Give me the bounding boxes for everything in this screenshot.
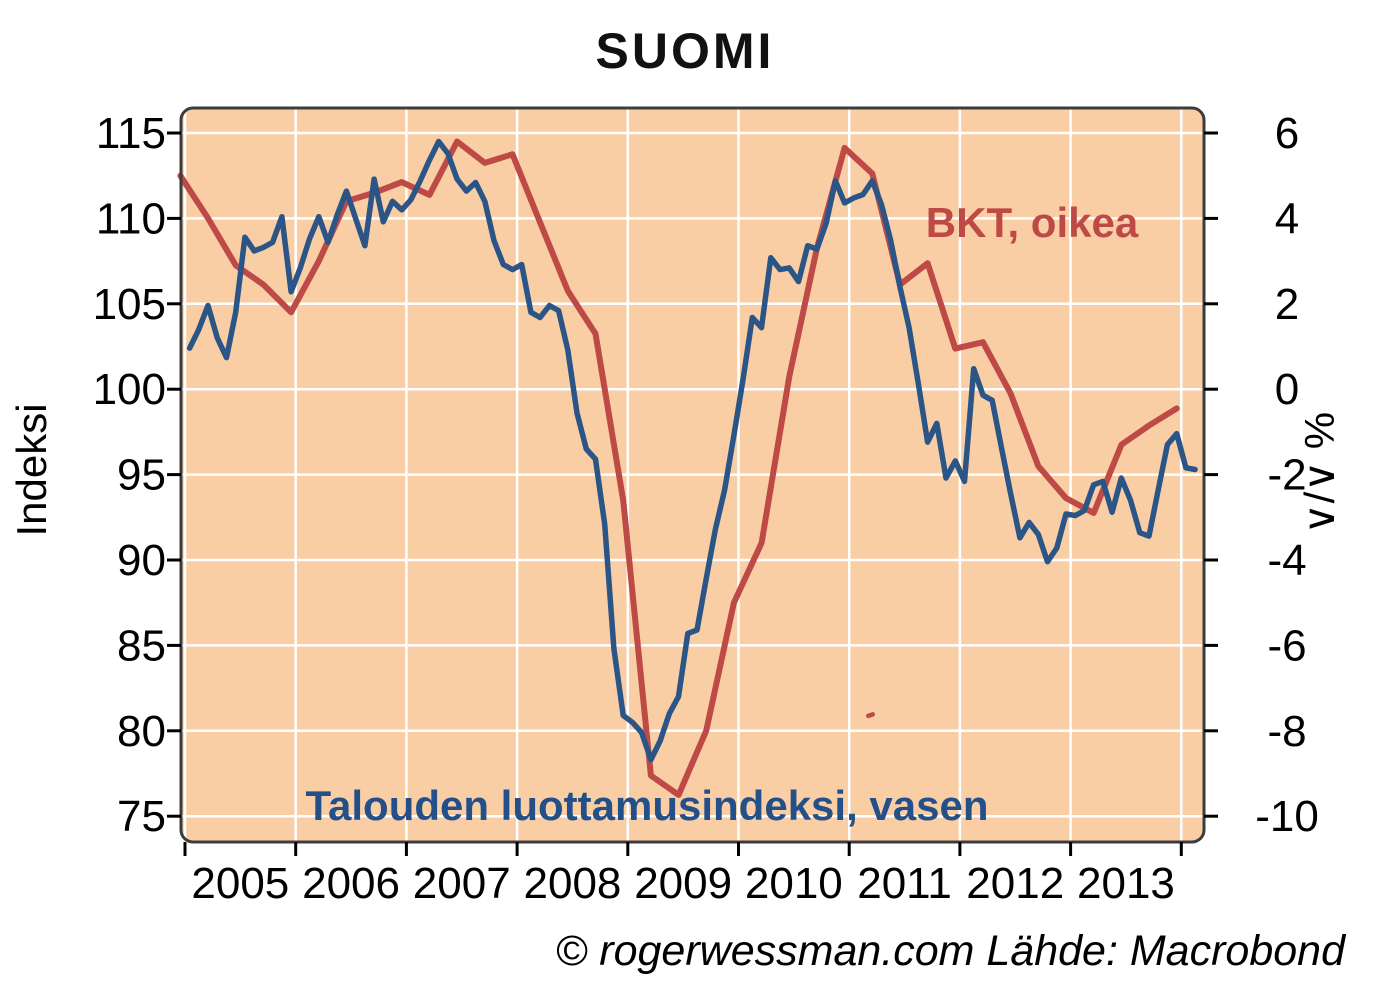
right-tick-label: -6 (1267, 621, 1306, 670)
left-tick-label: 90 (117, 536, 166, 585)
left-tick-label: 80 (117, 707, 166, 756)
x-tick-label: 2012 (966, 859, 1064, 908)
left-tick-label: 85 (117, 621, 166, 670)
stray-red-dash (866, 712, 876, 719)
gdp-line (177, 138, 1180, 798)
series-label-confidence: Talouden luottamusindeksi, vasen (305, 782, 988, 829)
page-title: SUOMI (596, 23, 775, 79)
right-tick-label: -4 (1267, 536, 1306, 585)
x-tick-label: 2005 (191, 859, 289, 908)
x-tick-label: 2006 (302, 859, 400, 908)
x-axis-tick-labels: 2005 2006 2007 2008 2009 2010 2011 2012 2013 (191, 859, 1174, 908)
axis-ticks (167, 131, 1218, 856)
confidence-index-line (186, 138, 1198, 763)
right-tick-label: -2 (1267, 451, 1306, 500)
left-tick-label: 115 (96, 109, 166, 158)
gridlines (181, 108, 1204, 842)
left-tick-label: 100 (93, 365, 166, 414)
series-lines (177, 138, 1198, 798)
x-tick-label: 2007 (413, 859, 511, 908)
left-tick-label: 75 (117, 792, 166, 841)
left-axis-tick-labels: 115 110 105 100 95 90 85 80 75 (93, 109, 166, 841)
right-tick-label: 6 (1275, 109, 1299, 158)
left-tick-label: 95 (117, 451, 166, 500)
left-axis-label: Indeksi (8, 403, 55, 536)
right-tick-label: -10 (1255, 792, 1319, 841)
x-tick-label: 2008 (524, 859, 622, 908)
right-tick-label: 2 (1275, 280, 1299, 329)
left-tick-label: 110 (96, 194, 166, 243)
right-axis-label: ∨/∨ % (1296, 412, 1343, 534)
right-tick-label: -8 (1267, 707, 1306, 756)
right-tick-label: 0 (1275, 365, 1299, 414)
footer-credit: © rogerwessman.com Lähde: Macrobond (556, 927, 1347, 975)
x-tick-label: 2010 (745, 859, 843, 908)
left-tick-label: 105 (93, 280, 166, 329)
right-tick-label: 4 (1275, 194, 1299, 243)
x-tick-label: 2013 (1077, 859, 1175, 908)
series-label-gdp: BKT, oikea (926, 199, 1139, 246)
right-axis-tick-labels: 6 4 2 0 -2 -4 -6 -8 -10 (1255, 109, 1319, 841)
x-tick-label: 2009 (634, 859, 732, 908)
stray-mark (866, 712, 876, 719)
x-tick-label: 2011 (857, 859, 952, 908)
